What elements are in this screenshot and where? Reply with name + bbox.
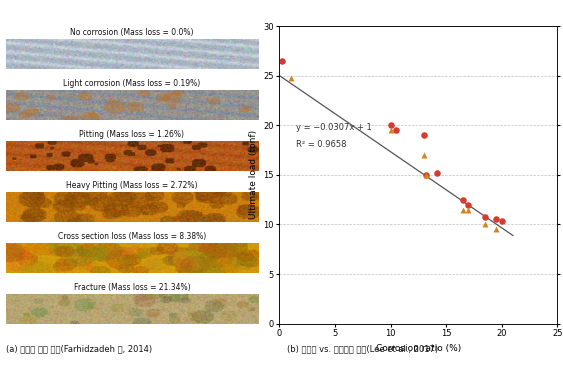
Text: Fracture (Mass loss = 21.34%): Fracture (Mass loss = 21.34%): [74, 283, 190, 292]
Point: [458, 206, 467, 212]
Point: [422, 172, 431, 178]
Text: Light corrosion (Mass loss = 0.19%): Light corrosion (Mass loss = 0.19%): [63, 79, 200, 88]
Point: [497, 218, 506, 224]
Point: [464, 206, 473, 212]
Text: Pitting (Mass loss = 1.26%): Pitting (Mass loss = 1.26%): [79, 130, 185, 139]
Point: [419, 152, 428, 158]
Text: y = −0.0307x + 1: y = −0.0307x + 1: [296, 123, 372, 132]
Point: [277, 58, 286, 64]
Point: [491, 227, 501, 232]
Point: [481, 221, 490, 227]
Point: [392, 127, 401, 133]
Y-axis label: Ultimate load (tonf): Ultimate load (tonf): [249, 130, 258, 219]
X-axis label: Corrosion ratio (%): Corrosion ratio (%): [376, 344, 461, 353]
Text: (a) 강연선 부식 등급(Farhidzadeh 등, 2014): (a) 강연선 부식 등급(Farhidzadeh 등, 2014): [6, 344, 152, 353]
Point: [386, 127, 395, 133]
Text: Heavy Pitting (Mass loss = 2.72%): Heavy Pitting (Mass loss = 2.72%): [66, 181, 198, 190]
Point: [286, 75, 295, 81]
Point: [458, 197, 467, 203]
Text: Cross section loss (Mass loss = 8.38%): Cross section loss (Mass loss = 8.38%): [58, 232, 206, 241]
Point: [433, 170, 442, 176]
Text: R² = 0.9658: R² = 0.9658: [296, 140, 347, 149]
Point: [464, 202, 473, 208]
Point: [481, 214, 490, 219]
Point: [386, 122, 395, 128]
Point: [422, 172, 431, 178]
Text: (b) 부식율 vs. 극한하중 곡선(Lee et al., 2017): (b) 부식율 vs. 극한하중 곡선(Lee et al., 2017): [287, 344, 438, 353]
Point: [491, 217, 501, 222]
Text: No corrosion (Mass loss = 0.0%): No corrosion (Mass loss = 0.0%): [70, 28, 194, 37]
Point: [419, 132, 428, 138]
